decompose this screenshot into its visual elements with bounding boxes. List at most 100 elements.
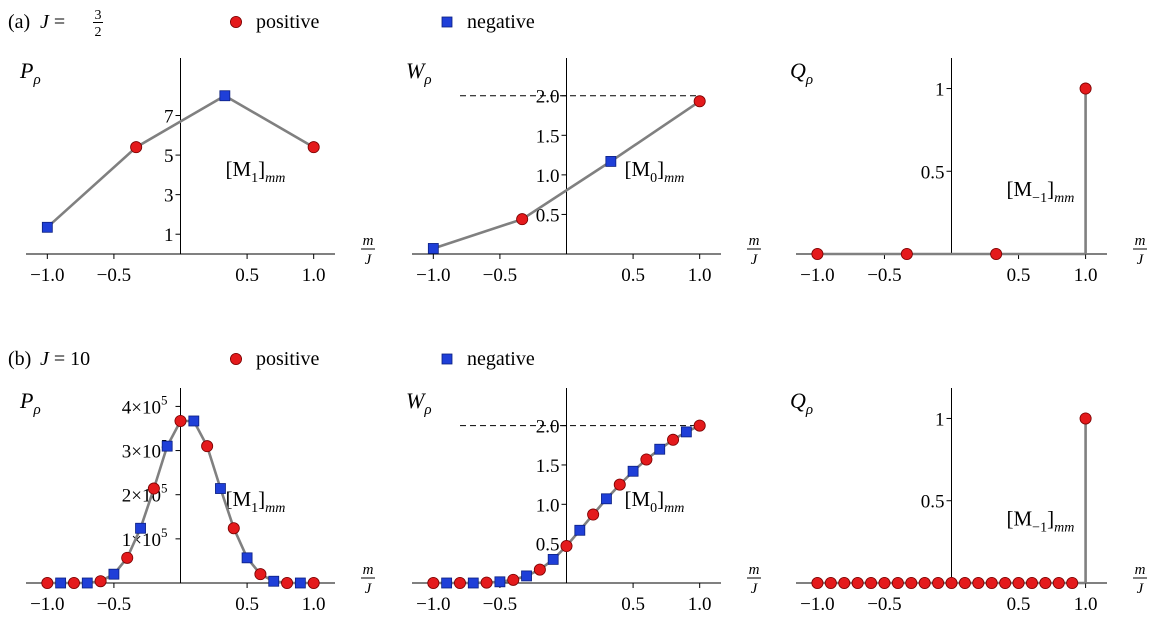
x-tick-label: −1.0 [30,265,64,286]
data-point-positive [174,414,187,427]
y-tick-label: 4×105 [122,392,168,418]
row-header-b: (b) J = 10 positive negative [8,348,535,370]
data-point-negative [680,426,692,438]
panel-b-W: −1.0 −0.5 0.5 1.0 0.5 1.0 1.5 2.0 Wρ mJ [M0]mm [406,388,761,615]
panel-a-P: −1.0 −0.5 0.5 1.0 1 3 5 7 Pρ mJ [M1]mm [19,58,375,286]
x-axis-label: mJ [1133,233,1147,268]
y-axis-label: Wρ [406,388,432,418]
data-point-positive [811,247,824,260]
y-tick-label: 3 [164,186,174,207]
x-tick-label: 0.5 [235,594,259,615]
data-point-positive [945,577,958,590]
x-axis-label-num: m [1135,562,1146,578]
x-tick-label: −1.0 [416,265,450,286]
x-axis-label-num: m [749,233,760,249]
data-point-positive [891,577,904,590]
matrix-annotation: [M0]mm [625,157,685,186]
data-point-positive [201,440,214,453]
x-axis-label-den: J [751,581,759,597]
y-tick-label: 1.5 [536,126,560,147]
data-point-positive [307,141,320,154]
matrix-annotation: [M0]mm [625,487,685,516]
legend-negative-label: negative [467,348,535,370]
matrix-annotation: [M−1]mm [1007,506,1075,535]
legend: positive negative [229,348,535,370]
panel-b-Q: −1.0 −0.5 0.5 1.0 0.5 1 Qρ mJ [M−1]mm [790,388,1147,615]
data-point-positive [1066,577,1079,590]
panel-row-label: (a) [8,11,30,33]
data-point-positive [147,482,160,495]
x-tick-label: 1.0 [302,265,326,286]
x-tick-label: 1.0 [1074,594,1098,615]
y-tick-label: 1 [164,225,174,246]
y-tick-label: 7 [164,107,174,128]
y-tick-label: 0.5 [921,162,945,183]
data-point-positive [811,577,824,590]
data-point-positive [130,141,143,154]
data-point-negative [135,522,146,534]
data-point-positive [999,577,1012,590]
legend: positive negative [229,11,535,33]
x-tick-label: −0.5 [97,594,131,615]
x-axis-label: mJ [747,562,761,597]
x-axis-label-num: m [1135,233,1146,249]
x-tick-label: −1.0 [30,594,64,615]
y-tick-label: 1.0 [536,495,560,516]
data-point-negative [268,575,280,587]
data-point-positive [427,577,440,590]
data-point-positive [227,522,240,535]
x-tick-label: 0.5 [1007,594,1031,615]
x-axis-label-den: J [1137,581,1145,597]
data-point-negative [215,483,226,494]
data-point-negative [55,577,67,589]
x-tick-label: −1.0 [800,594,834,615]
y-tick-label: 1 [935,80,945,101]
data-point-positive [560,540,573,553]
data-point-negative [605,156,617,167]
panel-a-Q: −1.0 −0.5 0.5 1.0 0.5 1 Qρ mJ [M−1]mm [790,58,1147,286]
data-point-positive [587,508,600,521]
data-point-positive [480,576,493,589]
data-point-negative [467,577,479,589]
data-point-negative [601,493,612,505]
legend-negative-marker [441,16,453,28]
data-point-negative [494,576,506,588]
x-axis-label: mJ [361,562,375,597]
x-axis-label-den: J [751,252,759,268]
legend-positive-marker [229,15,242,28]
data-point-positive [667,433,680,446]
data-point-positive [932,577,945,590]
x-tick-label: 1.0 [688,594,712,615]
x-tick-label: −1.0 [416,594,450,615]
data-point-positive [878,577,891,590]
x-axis-label-den: J [365,252,373,268]
j-value-label: J = [40,11,65,33]
data-point-negative [41,221,53,233]
y-tick-label: 2.0 [536,87,560,108]
data-point-positive [307,577,320,590]
legend-positive-marker [229,352,242,365]
x-axis-label: mJ [747,233,761,268]
data-point-positive [900,247,913,260]
data-point-positive [851,577,864,590]
x-tick-label: 0.5 [621,265,645,286]
y-axis-label: Pρ [19,388,41,418]
data-point-positive [41,577,54,590]
data-point-positive [1039,577,1052,590]
panel-a-W: −1.0 −0.5 0.5 1.0 0.5 1.0 1.5 2.0 Wρ mJ [M0]mm [406,58,761,286]
j-value-label: J = 10 [40,348,90,370]
y-tick-label: 1.0 [536,166,560,187]
data-point-negative [108,568,120,580]
x-tick-label: −0.5 [97,265,131,286]
data-point-positive [94,575,107,588]
y-tick-label: 3×105 [122,437,168,463]
data-point-positive [121,551,134,564]
x-axis-label-num: m [363,233,374,249]
x-axis-label-num: m [749,562,760,578]
data-point-positive [693,419,706,432]
data-point-positive [254,568,267,581]
x-tick-label: 1.0 [302,594,326,615]
data-point-negative [547,553,559,565]
data-point-positive [533,563,546,576]
